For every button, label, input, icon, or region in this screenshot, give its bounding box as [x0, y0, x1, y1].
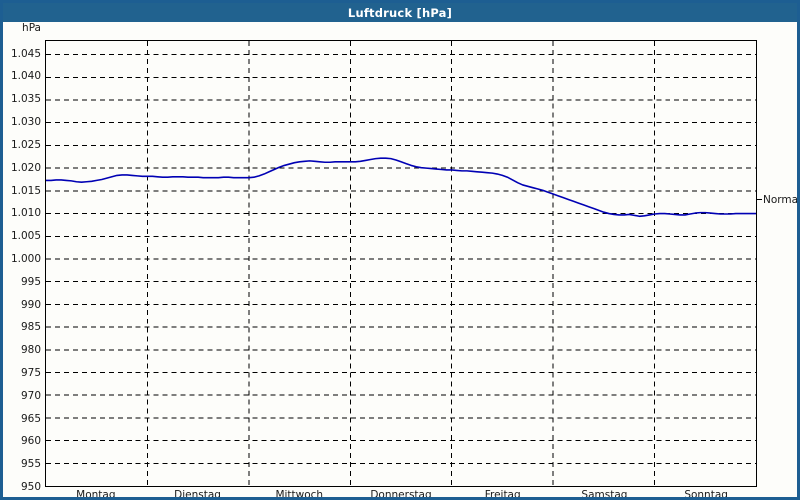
- y-axis-tick: 965: [20, 412, 41, 425]
- window-title-bar: Luftdruck [hPa]: [3, 3, 797, 22]
- y-axis-title: hPa: [22, 22, 41, 34]
- y-axis-tick: 960: [20, 435, 41, 448]
- pressure-series-line: [46, 157, 756, 218]
- page-title: Luftdruck [hPa]: [347, 5, 453, 20]
- y-axis-tick: 995: [20, 275, 41, 288]
- y-axis-tick: 1.035: [10, 93, 41, 106]
- y-axis-tick: 1.010: [10, 207, 41, 220]
- y-axis-tick: 1.000: [10, 252, 41, 265]
- y-axis-tick: 1.030: [10, 116, 41, 129]
- y-axis-tick: 1.015: [10, 184, 41, 197]
- x-axis-day-name: Samstag: [581, 489, 628, 500]
- chart-canvas: hPa 1.045 1.040 1.035 1.030 1.025 1.020 1.015 1…: [3, 22, 797, 497]
- normal-reference-marker: Normal: [757, 193, 800, 206]
- x-axis-day-label: Dienstag24.01.17: [147, 488, 249, 500]
- y-axis-tick-labels: 1.045 1.040 1.035 1.030 1.025 1.020 1.015 1.010…: [3, 40, 43, 493]
- y-axis-tick: 1.005: [10, 230, 41, 243]
- x-axis-day-label: Mittwoch25.01.17: [248, 488, 350, 500]
- y-axis-tick: 1.045: [10, 47, 41, 60]
- normal-label: Normal: [763, 193, 800, 206]
- normal-tick-icon: [757, 199, 762, 201]
- y-axis-tick: 975: [20, 366, 41, 379]
- y-axis-tick: 980: [20, 344, 41, 357]
- x-axis-day-name: Mittwoch: [275, 489, 324, 500]
- y-axis-tick: 985: [20, 321, 41, 334]
- x-axis-day-name: Sonntag: [684, 489, 728, 500]
- y-axis-tick: 955: [20, 458, 41, 471]
- y-axis-tick: 950: [20, 481, 41, 493]
- x-axis-day-name: Donnerstag: [370, 489, 432, 500]
- x-axis-day-name: Montag: [76, 489, 116, 500]
- y-axis-tick: 990: [20, 298, 41, 311]
- x-axis-day-labels: Montag23.01.17Dienstag24.01.17Mittwoch25…: [45, 488, 757, 500]
- y-axis-tick: 1.025: [10, 138, 41, 151]
- x-axis-day-label: Donnerstag26.01.17: [350, 488, 452, 500]
- x-axis-day-label: Freitag27.01.17: [452, 488, 554, 500]
- y-axis-tick: 1.040: [10, 70, 41, 83]
- x-axis-day-name: Dienstag: [174, 489, 221, 500]
- grid-layer: [46, 41, 756, 486]
- x-axis-day-label: Sonntag29.01.17: [655, 488, 757, 500]
- y-axis-tick: 1.020: [10, 161, 41, 174]
- x-axis-day-name: Freitag: [484, 489, 521, 500]
- y-axis-tick: 970: [20, 389, 41, 402]
- plot-area: [45, 40, 757, 487]
- x-axis-day-label: Montag23.01.17: [45, 488, 147, 500]
- x-axis-day-label: Samstag28.01.17: [554, 488, 656, 500]
